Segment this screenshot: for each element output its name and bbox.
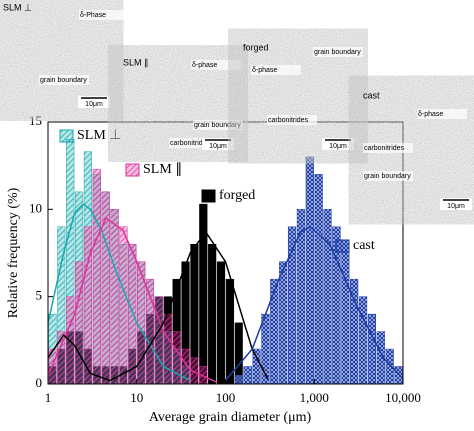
label-bg (267, 115, 317, 125)
y-tick-label: 5 (36, 288, 43, 303)
legend-label: SLM ∥ (143, 162, 182, 177)
histogram-bar (92, 168, 101, 385)
scale-label: 10μm (209, 143, 227, 150)
inset-label: δ-phase (418, 111, 443, 118)
label-bg (251, 65, 301, 75)
micrograph-inset: SLM ⊥ δ-Phase grain boundary 10μm (0, 0, 129, 111)
inset-title: SLM ∥ (123, 57, 149, 67)
histogram-bar (119, 226, 128, 385)
label-bg (191, 60, 241, 70)
fit-curve (47, 216, 218, 383)
label-bg (363, 171, 413, 181)
inset-label: grain boundary (40, 77, 87, 84)
scale-bg (440, 198, 472, 210)
histogram-bar (394, 366, 403, 385)
histogram-bar (243, 366, 252, 385)
histogram-bar (270, 278, 279, 385)
histogram-bar (305, 156, 314, 385)
histogram-bar (225, 278, 235, 385)
micrograph-inset: cast δ-phase carbonitrides grain boundary 10… (359, 87, 474, 213)
legend-label: cast (353, 238, 375, 253)
y-tick-label: 15 (29, 113, 42, 128)
inset-title: SLM ⊥ (3, 2, 32, 12)
histogram-bar (163, 313, 172, 385)
inset-label: δ-phase (192, 62, 217, 69)
x-tick-label: 10,000 (385, 390, 421, 405)
scale-bg (202, 138, 234, 150)
x-tick-label: 1 (45, 390, 52, 405)
x-tick-label: 10 (130, 390, 143, 405)
inset-label: grain boundary (314, 49, 361, 56)
histogram-bar (172, 331, 181, 385)
inset-label: grain boundary (364, 173, 411, 180)
inset-label: carbonitrides (364, 145, 405, 152)
y-tick-label: 10 (29, 200, 42, 215)
histogram-bar (341, 244, 350, 385)
histogram-bar (110, 209, 119, 385)
label-bg (39, 75, 89, 85)
histogram-bar (216, 261, 226, 385)
legend-swatch (59, 129, 74, 143)
fit-curve (47, 230, 269, 382)
histogram-bar (75, 261, 84, 385)
micrograph (119, 54, 237, 153)
y-tick-label: 0 (36, 375, 43, 390)
label-bg (193, 120, 243, 130)
plot-frame (47, 121, 404, 385)
y-axis-label: Relative frequency (%) (6, 187, 21, 318)
inset-label: carbonitrides (170, 140, 211, 147)
micrograph-inset: SLM ∥ δ-phase grain boundary carbonitrides 1… (119, 54, 243, 153)
histogram-bar (83, 226, 92, 385)
scale-label: 10μm (447, 203, 465, 210)
micrograph (239, 39, 357, 153)
legend-swatch (201, 189, 216, 203)
inset-label: grain boundary (194, 122, 241, 129)
histogram-bar (358, 296, 368, 385)
x-tick-label: 100 (216, 390, 236, 405)
histogram-bar (252, 348, 261, 385)
histogram-bar (208, 244, 217, 385)
legend-label: SLM ⊥ (77, 128, 121, 143)
inset-label: δ-phase (252, 67, 277, 74)
inset-title: forged (243, 42, 269, 52)
legend-label: forged (219, 188, 255, 203)
scale-bg (78, 96, 110, 108)
histogram-bar (154, 296, 164, 385)
fit-curve (224, 225, 404, 381)
label-bg (169, 138, 219, 148)
label-bg (417, 109, 467, 119)
inset-label: δ-Phase (80, 12, 106, 19)
inset-label: carbonitrides (268, 117, 309, 124)
histogram-bar (279, 261, 288, 385)
label-bg (313, 47, 363, 57)
histogram-bar (323, 209, 332, 385)
micrograph-inset: forged grain boundary δ-phase carbonitrides… (239, 39, 363, 153)
x-axis-label: Average grain diameter (μm) (149, 410, 312, 425)
scale-label: 10μm (329, 143, 347, 150)
histogram-bar (128, 244, 137, 385)
scale-label: 10μm (85, 101, 103, 108)
scale-bg (322, 138, 354, 150)
histogram-bar (367, 313, 377, 385)
label-bg (363, 143, 413, 153)
legend-swatch (125, 163, 140, 177)
histogram-bar (234, 375, 243, 385)
inset-title: cast (363, 90, 380, 100)
histogram-bar (234, 322, 243, 385)
histogram-bar (314, 174, 323, 385)
label-bg (79, 10, 129, 20)
x-tick-label: 1,000 (300, 390, 329, 405)
legend-swatch (335, 239, 350, 253)
